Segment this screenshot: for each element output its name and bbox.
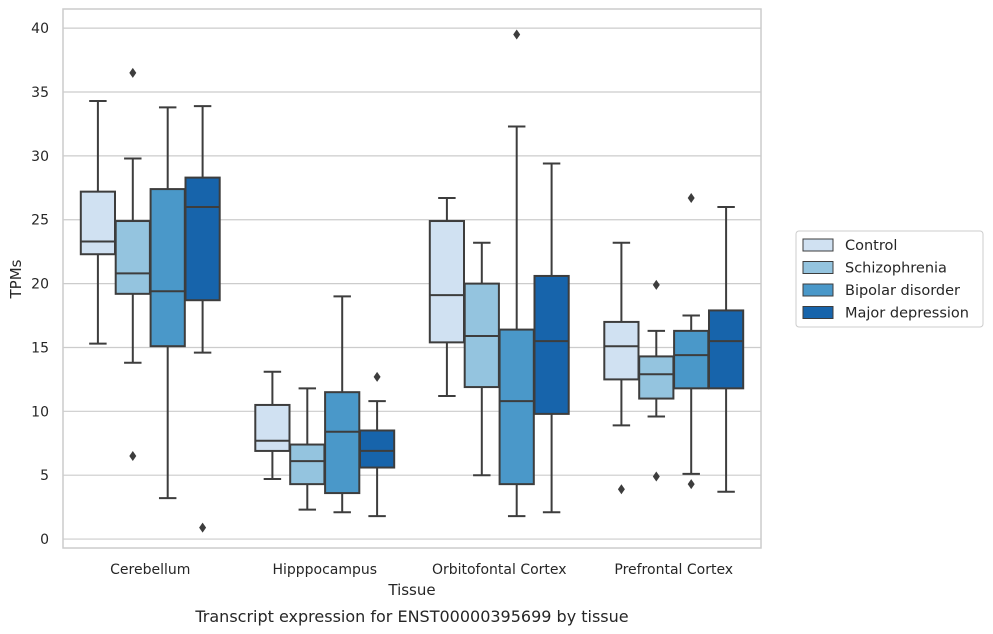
y-tick-label-20: 20 xyxy=(31,277,49,293)
outlier-point-0 xyxy=(687,193,695,204)
y-tick-labels: 0 5 10 15 20 25 30 35 40 xyxy=(31,21,49,548)
iqr-box xyxy=(324,391,361,495)
box-2-1 xyxy=(463,241,500,477)
box-3-0 xyxy=(603,241,640,495)
box-1-3 xyxy=(358,371,396,518)
x-tick-labels: Cerebellum Hipppocampus Orbitofontal Corte… xyxy=(110,562,733,578)
y-tick-label-30: 30 xyxy=(31,149,49,165)
box-0-3 xyxy=(184,105,221,533)
iqr-box xyxy=(114,220,151,295)
box-0-0 xyxy=(79,99,117,345)
legend-swatch xyxy=(802,306,834,319)
outlier-point-1 xyxy=(687,479,695,490)
outlier-point-0 xyxy=(617,484,625,495)
legend-swatch xyxy=(802,238,834,252)
legend-label: Bipolar disorder xyxy=(845,283,960,299)
iqr-box xyxy=(673,329,710,390)
outlier-point-0 xyxy=(652,279,660,290)
legend-item-2: Bipolar disorder xyxy=(802,283,960,299)
legend-label: Control xyxy=(845,238,897,254)
legend-swatch xyxy=(802,283,834,297)
chart-caption: Transcript expression for ENST0000039569… xyxy=(194,607,628,626)
iqr-box xyxy=(533,274,570,415)
box-0-2 xyxy=(149,106,186,500)
y-tick-label-5: 5 xyxy=(40,468,49,484)
x-tick-label-2: Orbitofontal Cortex xyxy=(432,562,567,578)
x-tick-label-1: Hipppocampus xyxy=(272,562,377,578)
x-tick-label-0: Cerebellum xyxy=(110,562,190,578)
outlier-point-0 xyxy=(129,67,137,78)
y-tick-label-15: 15 xyxy=(31,340,49,356)
box-0-1 xyxy=(114,67,151,462)
legend-label: Schizophrenia xyxy=(845,261,947,277)
iqr-box xyxy=(498,328,535,486)
plot-frame xyxy=(62,8,762,549)
boxes-layer xyxy=(79,29,745,533)
box-2-2 xyxy=(498,29,535,518)
iqr-box xyxy=(184,176,221,302)
box-1-1 xyxy=(289,387,326,511)
legend-item-3: Major depression xyxy=(802,306,969,322)
y-tick-label-35: 35 xyxy=(31,85,49,101)
box-2-0 xyxy=(428,197,466,398)
outlier-point-0 xyxy=(199,522,207,533)
legend-item-0: Control xyxy=(802,238,897,254)
legend-swatch xyxy=(802,261,834,274)
y-tick-label-10: 10 xyxy=(31,404,49,420)
legend-label: Major depression xyxy=(845,306,969,322)
iqr-box xyxy=(149,188,186,348)
legend-frame xyxy=(795,230,984,328)
y-axis-title: TPMs xyxy=(7,259,25,299)
box-1-2 xyxy=(324,295,361,514)
x-tick-label-3: Prefrontal Cortex xyxy=(614,562,733,578)
iqr-box xyxy=(358,429,396,469)
legend-item-1: Schizophrenia xyxy=(802,261,947,277)
y-tick-label-0: 0 xyxy=(40,532,49,548)
y-tick-label-25: 25 xyxy=(31,213,49,229)
outlier-point-1 xyxy=(652,471,660,482)
x-axis-title: Tissue xyxy=(387,581,435,599)
iqr-box xyxy=(254,403,291,452)
iqr-box xyxy=(79,190,117,256)
box-3-2 xyxy=(673,193,710,490)
iqr-box xyxy=(603,320,640,381)
outlier-point-0 xyxy=(373,371,381,382)
y-tick-label-40: 40 xyxy=(31,21,49,37)
box-3-3 xyxy=(707,205,745,493)
iqr-box xyxy=(707,309,745,390)
iqr-box xyxy=(428,220,466,344)
outlier-point-0 xyxy=(513,29,521,40)
box-3-1 xyxy=(638,279,675,482)
iqr-box xyxy=(638,355,675,400)
box-1-0 xyxy=(254,370,291,481)
legend: Control Schizophrenia Bipolar disorder Majo… xyxy=(795,230,984,328)
outlier-point-1 xyxy=(129,451,137,462)
iqr-box xyxy=(289,443,326,486)
box-2-3 xyxy=(533,162,570,514)
